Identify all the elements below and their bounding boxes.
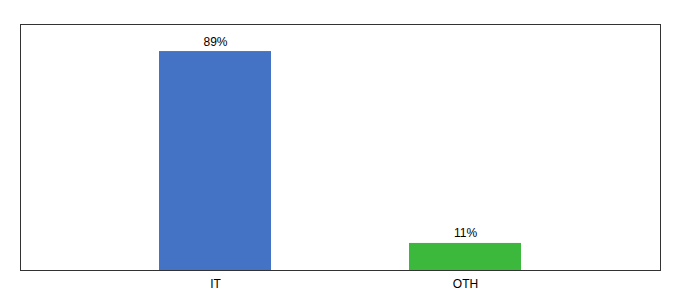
svg-text:IT: IT [210, 277, 221, 291]
svg-text:89%: 89% [203, 35, 227, 49]
svg-text:OTH: OTH [453, 277, 478, 291]
svg-text:11%: 11% [454, 226, 477, 240]
